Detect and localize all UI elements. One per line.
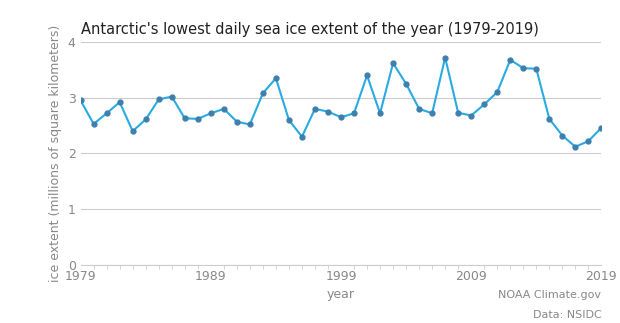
X-axis label: year: year (327, 288, 355, 301)
Text: Antarctic's lowest daily sea ice extent of the year (1979-2019): Antarctic's lowest daily sea ice extent … (81, 22, 539, 36)
Text: Data: NSIDC: Data: NSIDC (533, 310, 601, 320)
Text: NOAA Climate.gov: NOAA Climate.gov (498, 290, 601, 300)
Y-axis label: ice extent (millions of square kilometers): ice extent (millions of square kilometer… (49, 25, 62, 282)
